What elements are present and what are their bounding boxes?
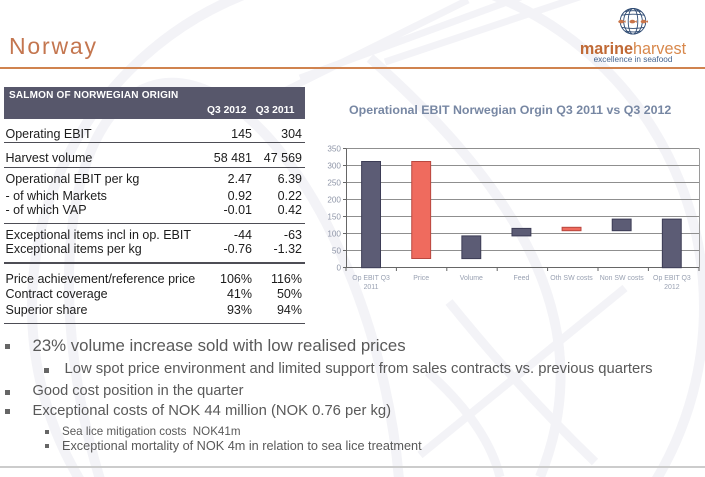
svg-text:350: 350 xyxy=(327,145,341,154)
svg-text:2011: 2011 xyxy=(364,284,379,291)
svg-text:50: 50 xyxy=(332,247,342,256)
svg-text:2012: 2012 xyxy=(664,284,680,291)
svg-text:Oth SW costs: Oth SW costs xyxy=(550,275,593,282)
svg-text:200: 200 xyxy=(327,196,341,205)
svg-text:Non SW costs: Non SW costs xyxy=(600,275,645,282)
svg-text:0: 0 xyxy=(336,264,341,273)
svg-text:Op EBIT Q3: Op EBIT Q3 xyxy=(352,275,390,282)
svg-text:Feed: Feed xyxy=(514,275,530,282)
svg-text:Price: Price xyxy=(413,275,429,282)
svg-text:Op EBIT Q3: Op EBIT Q3 xyxy=(653,275,691,282)
svg-text:100: 100 xyxy=(327,230,341,239)
svg-text:300: 300 xyxy=(327,162,341,171)
svg-text:250: 250 xyxy=(327,179,341,188)
svg-text:150: 150 xyxy=(327,213,341,222)
svg-text:Volume: Volume xyxy=(460,275,483,282)
